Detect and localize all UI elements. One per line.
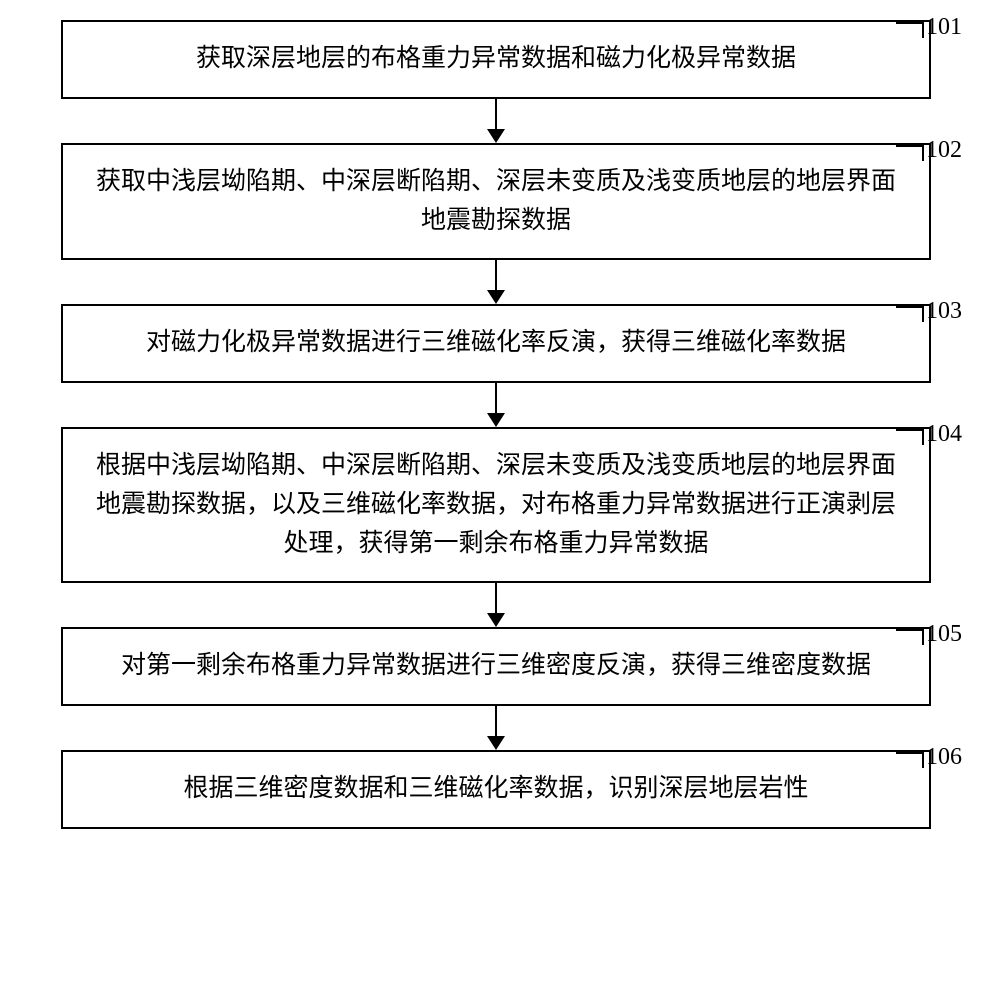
step-103-label: 103: [896, 298, 962, 325]
step-104-label: 104: [896, 421, 962, 448]
step-103-box: 对磁力化极异常数据进行三维磁化率反演，获得三维磁化率数据: [61, 304, 931, 383]
arrow-line: [495, 706, 497, 736]
step-102-wrap: 获取中浅层坳陷期、中深层断陷期、深层未变质及浅变质地层的地层界面地震勘探数据 1…: [30, 143, 962, 261]
step-105-wrap: 对第一剩余布格重力异常数据进行三维密度反演，获得三维密度数据 105: [30, 627, 962, 706]
arrow-3: [487, 383, 505, 427]
label-hook-icon: [896, 752, 924, 768]
arrow-line: [495, 583, 497, 613]
step-104-id: 104: [926, 421, 962, 447]
arrow-down-icon: [487, 413, 505, 427]
step-103-wrap: 对磁力化极异常数据进行三维磁化率反演，获得三维磁化率数据 103: [30, 304, 962, 383]
step-102-id: 102: [926, 137, 962, 163]
arrow-2: [487, 260, 505, 304]
arrow-line: [495, 383, 497, 413]
step-101-id: 101: [926, 14, 962, 40]
step-101-box: 获取深层地层的布格重力异常数据和磁力化极异常数据: [61, 20, 931, 99]
label-hook-icon: [896, 429, 924, 445]
label-hook-icon: [896, 145, 924, 161]
step-106-box: 根据三维密度数据和三维磁化率数据，识别深层地层岩性: [61, 750, 931, 829]
arrow-1: [487, 99, 505, 143]
step-105-label: 105: [896, 621, 962, 648]
step-103-id: 103: [926, 298, 962, 324]
arrow-4: [487, 583, 505, 627]
step-104-text: 根据中浅层坳陷期、中深层断陷期、深层未变质及浅变质地层的地层界面地震勘探数据，以…: [87, 447, 905, 563]
step-106-label: 106: [896, 744, 962, 771]
arrow-5: [487, 706, 505, 750]
step-101-text: 获取深层地层的布格重力异常数据和磁力化极异常数据: [196, 40, 796, 79]
arrow-down-icon: [487, 129, 505, 143]
step-104-wrap: 根据中浅层坳陷期、中深层断陷期、深层未变质及浅变质地层的地层界面地震勘探数据，以…: [30, 427, 962, 583]
label-hook-icon: [896, 22, 924, 38]
arrow-line: [495, 99, 497, 129]
step-102-box: 获取中浅层坳陷期、中深层断陷期、深层未变质及浅变质地层的地层界面地震勘探数据: [61, 143, 931, 261]
step-106-wrap: 根据三维密度数据和三维磁化率数据，识别深层地层岩性 106: [30, 750, 962, 829]
step-106-text: 根据三维密度数据和三维磁化率数据，识别深层地层岩性: [183, 770, 808, 809]
flowchart-container: 获取深层地层的布格重力异常数据和磁力化极异常数据 101 获取中浅层坳陷期、中深…: [30, 20, 962, 829]
arrow-down-icon: [487, 613, 505, 627]
arrow-line: [495, 260, 497, 290]
arrow-down-icon: [487, 290, 505, 304]
step-105-text: 对第一剩余布格重力异常数据进行三维密度反演，获得三维密度数据: [121, 647, 871, 686]
step-102-text: 获取中浅层坳陷期、中深层断陷期、深层未变质及浅变质地层的地层界面地震勘探数据: [87, 163, 905, 241]
step-101-wrap: 获取深层地层的布格重力异常数据和磁力化极异常数据 101: [30, 20, 962, 99]
step-104-box: 根据中浅层坳陷期、中深层断陷期、深层未变质及浅变质地层的地层界面地震勘探数据，以…: [61, 427, 931, 583]
label-hook-icon: [896, 629, 924, 645]
label-hook-icon: [896, 306, 924, 322]
step-105-id: 105: [926, 621, 962, 647]
step-101-label: 101: [896, 14, 962, 41]
arrow-down-icon: [487, 736, 505, 750]
step-103-text: 对磁力化极异常数据进行三维磁化率反演，获得三维磁化率数据: [146, 324, 846, 363]
step-106-id: 106: [926, 744, 962, 770]
step-102-label: 102: [896, 137, 962, 164]
step-105-box: 对第一剩余布格重力异常数据进行三维密度反演，获得三维密度数据: [61, 627, 931, 706]
